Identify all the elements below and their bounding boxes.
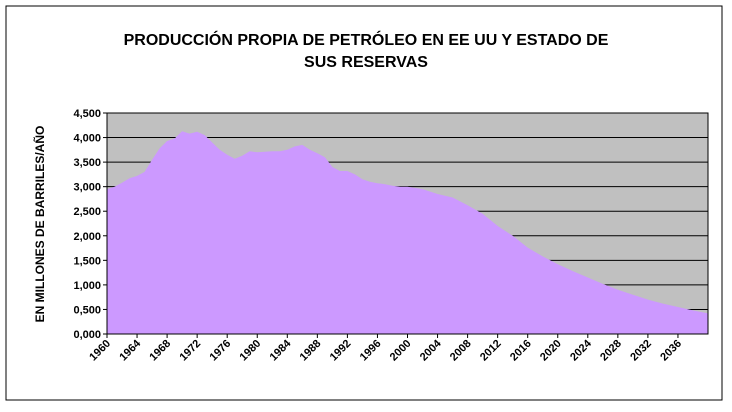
y-tick-label: 0,500 bbox=[73, 304, 101, 316]
plot-area: 0,000 0,500 1,000 1,500 2,000 2,500 3,000 3,500… bbox=[73, 108, 709, 363]
y-tick-label: 0,000 bbox=[73, 329, 101, 341]
y-tick-label: 2,500 bbox=[73, 206, 101, 218]
y-tick-label: 3,000 bbox=[73, 182, 101, 194]
area-series-0 bbox=[107, 131, 708, 334]
y-tick-label: 4,000 bbox=[73, 133, 101, 145]
chart-title-line-1: PRODUCCIÓN PROPIA DE PETRÓLEO EN EE UU Y… bbox=[124, 30, 609, 49]
y-axis-label: EN MILLONES DE BARRILES/AÑO bbox=[32, 126, 47, 323]
y-tick-label: 1,500 bbox=[73, 255, 101, 267]
y-tick-label: 1,000 bbox=[73, 280, 101, 292]
y-tick-label: 4,500 bbox=[73, 108, 101, 120]
y-tick-label: 2,000 bbox=[73, 231, 101, 243]
y-tick-label: 3,500 bbox=[73, 157, 101, 169]
chart-title-line-2: SUS RESERVAS bbox=[304, 54, 428, 71]
